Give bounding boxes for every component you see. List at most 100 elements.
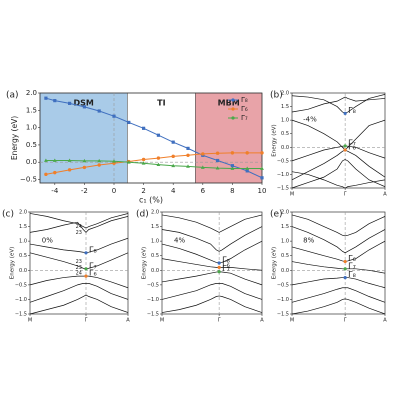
x-tick-label: -2 [81, 187, 88, 195]
region-label: DSM [73, 99, 93, 108]
point [260, 166, 264, 170]
y-tick-label: −0.5 [20, 176, 37, 184]
gamma-label: Γ₈ [222, 256, 230, 265]
band [29, 283, 129, 303]
x-tick-label: Γ [85, 318, 88, 324]
point [215, 151, 220, 155]
band [291, 171, 386, 189]
y-tick-label: −1.0 [147, 297, 159, 303]
point [67, 168, 72, 172]
gamma-point [84, 274, 88, 278]
y-tick-label: −0.5 [15, 282, 27, 288]
band [291, 94, 386, 114]
band [29, 275, 129, 289]
x-tick-label: Γ [344, 192, 347, 198]
point [44, 158, 48, 162]
point [171, 163, 176, 168]
point [186, 164, 190, 168]
gamma-label: Γ₇ [89, 261, 97, 270]
x-tick-label: M [290, 318, 294, 324]
y-axis-label: Energy (eV) [10, 247, 16, 279]
gamma-label: Γ₈ [348, 106, 356, 115]
point [156, 162, 161, 167]
x-tick-label: 2 [141, 187, 145, 195]
panel-label: (e) [270, 210, 283, 220]
y-tick-label: −1.5 [147, 312, 159, 318]
legend-marker [231, 107, 235, 111]
point [186, 146, 190, 150]
strain-annotation: -4% [303, 116, 317, 124]
gamma-point [217, 261, 221, 265]
y-tick-label: −1.5 [277, 312, 289, 318]
point [230, 151, 235, 155]
point [215, 166, 220, 170]
band [291, 145, 386, 162]
region-label: MBM [218, 99, 240, 108]
y-axis-label: Energy (eV) [142, 247, 148, 279]
y-tick-label: −0.5 [147, 282, 159, 288]
y-tick-label: 0.5 [26, 141, 37, 149]
point [97, 109, 101, 113]
point [53, 170, 57, 175]
panel-label: (c) [2, 210, 14, 220]
point [245, 151, 249, 155]
strain-annotation: 8% [303, 237, 314, 245]
gamma-label: Γ₈ [89, 245, 97, 254]
point [44, 96, 48, 100]
point [245, 169, 249, 173]
gamma-label: Γ₆ [348, 254, 356, 263]
y-tick-label: 2.0 [281, 91, 289, 97]
legend-marker [231, 98, 235, 102]
point [201, 152, 205, 156]
point [52, 158, 57, 162]
y-tick-label: 0.0 [19, 268, 27, 274]
y-tick-label: 1.0 [19, 239, 27, 245]
y-tick-label: 1.5 [281, 224, 289, 230]
legend-label: Γ₆ [241, 105, 248, 113]
x-tick-label: 6 [201, 187, 206, 195]
y-tick-label: 2.0 [151, 210, 159, 216]
x-tick-label: A [383, 318, 387, 324]
x-tick-label: A [126, 318, 130, 324]
band [291, 287, 386, 303]
degeneracy-label: 23 [76, 259, 82, 265]
band [29, 213, 129, 229]
y-tick-label: 0.5 [151, 253, 159, 259]
y-tick-label: 1.5 [19, 224, 27, 230]
band [291, 261, 386, 274]
point [97, 158, 102, 163]
band [161, 226, 263, 252]
gamma-label: Γ₆ [89, 269, 97, 278]
series-line [45, 160, 262, 169]
point [97, 163, 101, 167]
point [156, 156, 161, 160]
point [260, 151, 264, 155]
point [142, 126, 146, 130]
band [161, 295, 263, 313]
point [126, 160, 131, 164]
x-tick-label: Γ [218, 318, 221, 324]
band [29, 294, 129, 315]
point [44, 172, 48, 177]
gamma-label: Γ₇ [222, 264, 230, 273]
point [186, 153, 190, 158]
x-tick-label: 0 [112, 187, 116, 195]
gamma-point [343, 267, 347, 271]
y-tick-label: 1.0 [281, 118, 289, 124]
band [161, 283, 263, 300]
legend-label: Γ₇ [241, 114, 248, 122]
y-tick-label: 0.5 [281, 131, 289, 137]
region-label: TI [157, 99, 165, 108]
y-tick-label: −0.5 [277, 282, 289, 288]
y-tick-label: 0.0 [151, 268, 159, 274]
y-tick-label: −1.0 [277, 172, 289, 178]
y-tick-label: 1.0 [151, 239, 159, 245]
x-tick-label: A [383, 192, 387, 198]
y-tick-label: 1.0 [281, 239, 289, 245]
y-tick-label: −1.5 [15, 312, 27, 318]
gamma-point [343, 148, 347, 152]
gamma-label: Γ₇ [348, 261, 356, 270]
point [171, 154, 175, 159]
axes-frame [291, 211, 386, 315]
point [141, 157, 146, 162]
